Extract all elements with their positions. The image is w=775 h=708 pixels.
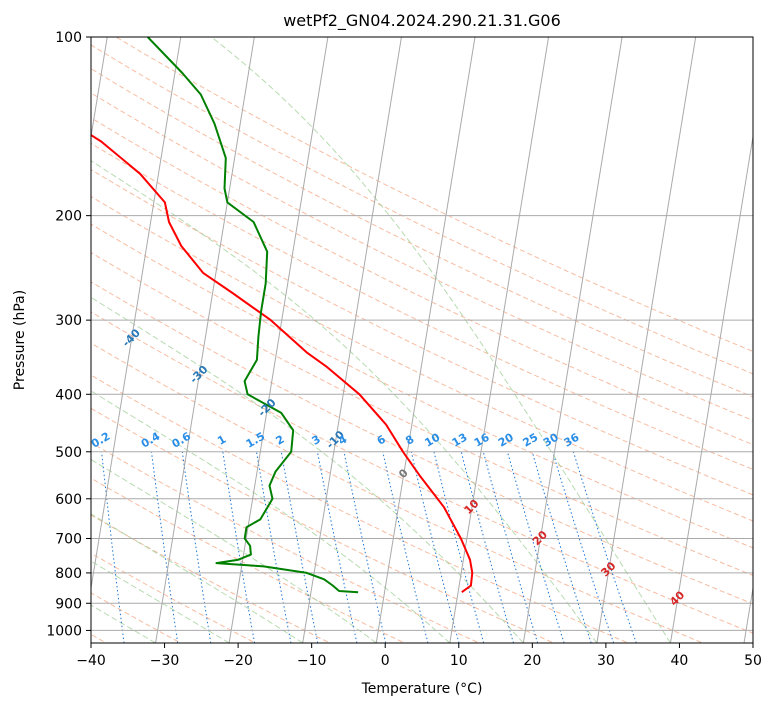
dry-adiabat	[91, 223, 753, 549]
x-tick-label: 50	[744, 653, 762, 669]
mixing-ratio-line	[552, 451, 615, 643]
dry-adiabat	[91, 311, 753, 634]
moist-adiabat	[91, 458, 377, 643]
dry-adiabat	[91, 374, 630, 643]
isotherm-label: -40	[120, 326, 143, 349]
mixing-ratio-line	[531, 451, 592, 643]
dry-adiabat	[91, 117, 753, 446]
dry-adiabat	[91, 281, 753, 605]
mixing-ratio-line	[410, 451, 460, 643]
mixing-ratio-line	[151, 451, 179, 643]
isotherm	[596, 37, 697, 643]
dry-adiabat	[91, 195, 753, 522]
dry-adiabat	[91, 142, 753, 470]
x-axis-label: Temperature (°C)	[361, 681, 483, 697]
series-lines	[91, 37, 474, 594]
axis-ticks: −40 −30 −20 −10 0 10 20 30 40 5010020030040050060…	[46, 30, 762, 669]
dry-adiabat	[91, 44, 753, 375]
plot-frame	[90, 36, 754, 644]
grid-lines	[91, 37, 753, 643]
mixing-ratio-line	[101, 451, 125, 643]
isotherm-label: -50	[53, 285, 76, 308]
mixing-ratio-line	[316, 451, 358, 643]
annotation-labels: -100-90-80-70-60-50-40-30-20-100.10.20.4…	[0, 244, 688, 608]
y-axis-label: Pressure (hPa)	[12, 290, 28, 390]
x-tick-label: 40	[671, 653, 689, 669]
x-tick-label: −30	[150, 653, 180, 669]
mixing-ratio-label: 20	[496, 431, 516, 450]
isotherm	[155, 37, 255, 643]
background-lines	[91, 37, 753, 643]
mixing-ratio-label: 2	[274, 433, 287, 448]
dry-adiabat	[91, 442, 481, 643]
moist-adiabat	[91, 390, 451, 643]
isotherm	[228, 37, 329, 643]
isotherm	[522, 37, 623, 643]
y-tick-label: 800	[55, 566, 82, 582]
isotherm-label: -30	[187, 363, 210, 386]
isotherm	[449, 37, 550, 643]
x-tick-label: −10	[297, 653, 327, 669]
x-tick-label: 10	[450, 653, 468, 669]
y-tick-label: 200	[55, 209, 82, 225]
x-tick-label: 0	[381, 653, 390, 669]
isotherm	[669, 133, 753, 643]
isotherm-label: -60	[0, 244, 9, 267]
moist-adiabat	[91, 160, 598, 643]
dry-adiabat	[115, 37, 753, 352]
y-tick-label: 600	[55, 492, 82, 508]
y-tick-label: 700	[55, 532, 82, 548]
y-tick-label: 900	[55, 596, 82, 612]
moist-adiabat	[91, 296, 524, 643]
mixing-ratio-label: 6	[375, 432, 388, 447]
mixing-ratio-line	[382, 451, 429, 643]
mixing-ratio-label: 10	[423, 431, 443, 450]
x-tick-label: 30	[597, 653, 615, 669]
chart-title: wetPf2_GN04.2024.290.21.31.G06	[283, 11, 561, 31]
x-tick-label: 20	[523, 653, 541, 669]
isotherm-label: -20	[255, 396, 278, 419]
dry-adiabat	[91, 252, 753, 576]
y-tick-label: 300	[55, 313, 82, 329]
y-tick-label: 100	[55, 30, 82, 46]
mixing-ratio-label: 36	[562, 431, 582, 450]
mixing-ratio-line	[280, 451, 319, 643]
mixing-ratio-label: 1	[215, 433, 228, 448]
mixing-ratio-line	[572, 451, 637, 643]
temperature-line	[91, 133, 474, 594]
isotherm	[302, 37, 402, 643]
y-tick-label: 1000	[46, 623, 82, 639]
x-tick-label: −40	[76, 653, 106, 669]
mixing-ratio-label: 13	[450, 431, 470, 450]
dry-adiabat	[91, 169, 753, 496]
isotherm	[91, 37, 182, 592]
mixing-ratio-line	[507, 451, 565, 643]
dry-adiabat	[91, 92, 753, 422]
dewpoint-line	[146, 37, 359, 594]
adiabat-label: 0	[396, 466, 411, 481]
mixing-ratio-line	[181, 451, 212, 643]
mixing-ratio-label: 25	[521, 431, 541, 450]
mixing-ratio-label: 0.2	[89, 430, 112, 451]
adiabat-label: 30	[598, 559, 618, 579]
moist-adiabat	[91, 560, 230, 643]
mixing-ratio-label: 8	[403, 433, 416, 448]
y-tick-label: 500	[55, 445, 82, 461]
adiabat-label: 10	[462, 497, 482, 517]
mixing-ratio-label: 3	[310, 433, 323, 448]
isotherm	[375, 37, 476, 643]
dry-adiabat	[91, 342, 705, 643]
moist-adiabat	[211, 37, 671, 643]
adiabat-label: 20	[530, 528, 550, 548]
mixing-ratio-line	[460, 451, 514, 643]
y-tick-label: 400	[55, 387, 82, 403]
x-tick-label: −20	[223, 653, 253, 669]
isotherm	[743, 584, 753, 643]
mixing-ratio-line	[482, 451, 539, 643]
dry-adiabat	[91, 477, 406, 643]
mixing-ratio-label: 0.4	[139, 429, 163, 450]
